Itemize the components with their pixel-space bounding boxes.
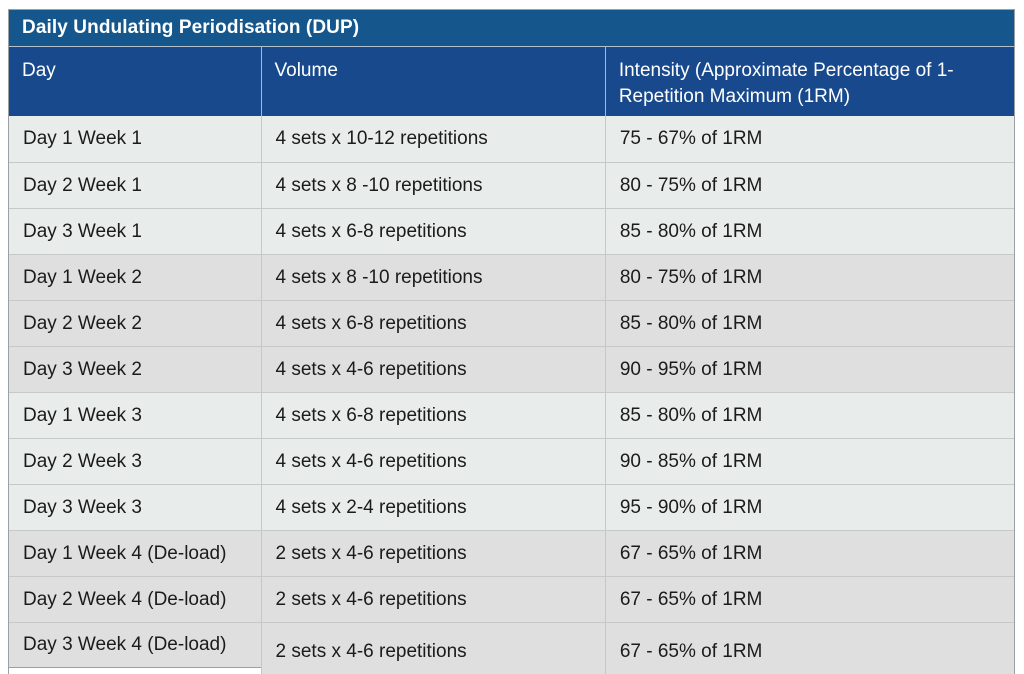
cell-day: Day 3 Week 4 (De-load) [9,622,261,668]
table-header-row: Day Volume Intensity (Approximate Percen… [9,47,1014,116]
table-title: Daily Undulating Periodisation (DUP) [22,17,360,38]
cell-day: Day 3 Week 3 [9,484,261,530]
cell-volume: 2 sets x 4-6 repetitions [260,576,605,622]
cell-intensity: 75 - 67% of 1RM [604,116,1014,162]
column-header-intensity: Intensity (Approximate Percentage of 1-R… [604,47,1014,116]
cell-volume: 4 sets x 6-8 repetitions [260,392,605,438]
cell-day: Day 1 Week 2 [9,254,261,300]
cell-day: Day 1 Week 1 [9,116,261,162]
cell-intensity: 90 - 95% of 1RM [604,346,1014,392]
cell-volume: 4 sets x 4-6 repetitions [260,346,605,392]
cell-day: Day 3 Week 2 [9,346,261,392]
cell-day: Day 2 Week 4 (De-load) [9,576,261,622]
cell-day: Day 1 Week 3 [9,392,261,438]
cell-volume: 4 sets x 8 -10 repetitions [260,162,605,208]
cell-intensity: 85 - 80% of 1RM [604,392,1014,438]
cell-intensity: 85 - 80% of 1RM [604,300,1014,346]
cell-intensity: 80 - 75% of 1RM [604,162,1014,208]
cell-volume: 4 sets x 8 -10 repetitions [260,254,605,300]
cell-volume: 4 sets x 10-12 repetitions [260,116,605,162]
table-row: Day 2 Week 4 (De-load) 2 sets x 4-6 repet… [9,576,1014,622]
column-header-day: Day [22,60,56,81]
cell-volume: 2 sets x 4-6 repetitions [260,530,605,576]
cell-intensity: 67 - 65% of 1RM [604,530,1014,576]
cell-day: Day 2 Week 3 [9,438,261,484]
cell-day: Day 3 Week 1 [9,208,261,254]
cell-day: Day 2 Week 2 [9,300,261,346]
cell-volume: 4 sets x 2-4 repetitions [260,484,605,530]
cell-intensity: 80 - 75% of 1RM [604,254,1014,300]
cell-volume: 4 sets x 6-8 repetitions [260,208,605,254]
table-row: Day 3 Week 4 (De-load) 2 sets x 4-6 repet… [9,622,1014,674]
cell-intensity: 90 - 85% of 1RM [604,438,1014,484]
column-header-volume: Volume [260,47,605,116]
table-row: Day 1 Week 4 (De-load) 2 sets x 4-6 repet… [9,530,1014,576]
table-title-bar: Daily Undulating Periodisation (DUP) [9,10,1014,47]
cell-intensity: 85 - 80% of 1RM [604,208,1014,254]
cell-intensity: 67 - 65% of 1RM [604,576,1014,622]
cell-intensity: 95 - 90% of 1RM [604,484,1014,530]
cell-intensity: 67 - 65% of 1RM [604,622,1014,674]
cell-day: Day 2 Week 1 [9,162,261,208]
cell-volume: 2 sets x 4-6 repetitions [260,622,605,674]
cell-day: Day 1 Week 4 (De-load) [9,530,261,576]
cell-volume: 4 sets x 4-6 repetitions [260,438,605,484]
cell-volume: 4 sets x 6-8 repetitions [260,300,605,346]
dup-table: Daily Undulating Periodisation (DUP) Day… [8,9,1015,674]
